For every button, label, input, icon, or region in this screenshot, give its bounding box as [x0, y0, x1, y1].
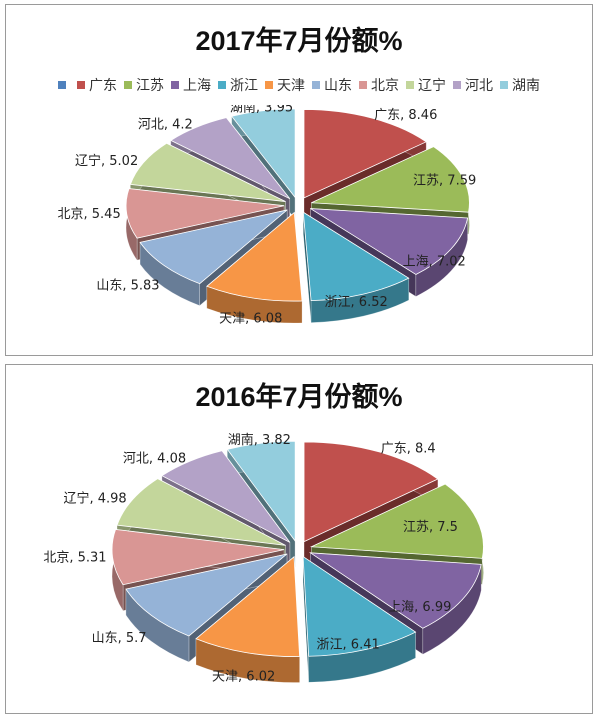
legend-item: [58, 81, 70, 89]
legend-swatch: [218, 81, 226, 89]
pie-slice-浙江: [302, 555, 417, 657]
legend-item: 河北: [453, 75, 493, 95]
pie-slice-江苏: [311, 146, 470, 213]
legend-swatch: [312, 81, 320, 89]
legend-label: 湖南: [512, 78, 540, 94]
data-label: 辽宁, 4.98: [63, 491, 126, 507]
legend-label: 辽宁: [418, 78, 446, 94]
legend-label: 上海: [183, 78, 211, 94]
legend-item: 辽宁: [406, 75, 446, 95]
data-label: 江苏, 7.59: [413, 172, 476, 188]
data-label: 江苏, 7.5: [403, 519, 458, 535]
chart-title-2017: 2017年7月份额%: [195, 26, 403, 56]
legend-swatch: [58, 81, 66, 89]
legend-swatch: [406, 81, 414, 89]
data-label: 河北, 4.08: [123, 451, 186, 466]
legend-label: 广东: [89, 78, 117, 94]
chart-legend-2017: 广东 江苏 上海 浙江 天津 山东 北京 辽宁 河北 湖南: [6, 75, 592, 95]
legend-label: 浙江: [230, 78, 258, 94]
data-label: 上海, 7.02: [403, 255, 466, 270]
legend-label: 江苏: [136, 78, 164, 94]
pie-slice-辽宁: [116, 478, 286, 546]
pie-slice-北京: [125, 188, 285, 239]
data-label: 上海, 6.99: [388, 600, 451, 615]
pie-slice-河北: [161, 450, 291, 543]
pie-slice-江苏: [309, 483, 484, 559]
legend-swatch: [77, 81, 85, 89]
legend-label: 河北: [465, 78, 493, 94]
legend-item: 浙江: [218, 75, 258, 95]
legend-label: 北京: [371, 78, 399, 94]
pie-slice-上海: [308, 552, 482, 629]
data-label: 河北, 4.2: [138, 118, 193, 133]
pie-slice-湖南: [231, 108, 296, 199]
legend-item: 山东: [312, 75, 352, 95]
pie-chart-2017: 广东, 8.46 江苏, 7.59 上海, 7.02 浙江, 6.52 天津, 6.08…: [58, 105, 477, 327]
legend-swatch: [124, 81, 132, 89]
chart-2016-panel: 2016年7月份额% 广东, 8.4 江苏, 7.5 上海, 6.99 浙江, 6.4…: [5, 364, 593, 714]
chart-title-2016: 2016年7月份额%: [195, 382, 403, 412]
pie-slice-广东: [303, 441, 439, 543]
pie-slice-天津: [206, 211, 303, 302]
pie-slice-上海: [310, 208, 469, 275]
legend-label: 山东: [324, 78, 352, 94]
data-label: 浙江, 6.41: [317, 637, 380, 652]
pie-slice-湖南: [226, 440, 296, 543]
pie-slice-浙江: [302, 211, 410, 302]
legend-item: 江苏: [124, 75, 164, 95]
pie-slice-山东: [125, 553, 288, 637]
data-label: 北京, 5.45: [58, 207, 121, 222]
data-label: 广东, 8.46: [374, 108, 437, 123]
data-label: 天津, 6.08: [219, 312, 282, 327]
pie-slice-山东: [139, 209, 288, 285]
legend-item: 北京: [359, 75, 399, 95]
data-label: 山东, 5.83: [96, 278, 159, 293]
data-label: 山东, 5.7: [92, 631, 147, 646]
legend-swatch: [171, 81, 179, 89]
data-label: 湖南, 3.82: [228, 432, 291, 448]
data-label: 广东, 8.4: [381, 442, 436, 457]
legend-item: 湖南: [500, 75, 540, 95]
pie-slice-河北: [170, 117, 291, 200]
legend-swatch: [453, 81, 461, 89]
pie-slice-北京: [111, 528, 285, 586]
pie-slice-广东: [303, 109, 427, 199]
data-label: 辽宁, 5.02: [75, 153, 138, 169]
pie-slice-辽宁: [129, 142, 286, 202]
legend-swatch: [500, 81, 508, 89]
pie-slice-天津: [195, 555, 301, 657]
data-label: 浙江, 6.52: [325, 295, 388, 310]
legend-item: 广东: [77, 75, 117, 95]
pie-chart-2016: 广东, 8.4 江苏, 7.5 上海, 6.99 浙江, 6.41 天津, 6.02 山东…: [43, 432, 484, 685]
legend-item: 天津: [265, 75, 305, 95]
legend-label: 天津: [277, 78, 305, 94]
data-label: 天津, 6.02: [212, 670, 275, 685]
data-label: 湖南, 3.95: [230, 105, 293, 115]
chart-2017-panel: 2017年7月份额% 广东 江苏 上海 浙江 天津 山东 北京 辽宁 河北 湖南 广东, 8.46…: [5, 4, 593, 356]
legend-swatch: [265, 81, 273, 89]
data-label: 北京, 5.31: [43, 551, 106, 566]
legend-item: 上海: [171, 75, 211, 95]
legend-swatch: [359, 81, 367, 89]
